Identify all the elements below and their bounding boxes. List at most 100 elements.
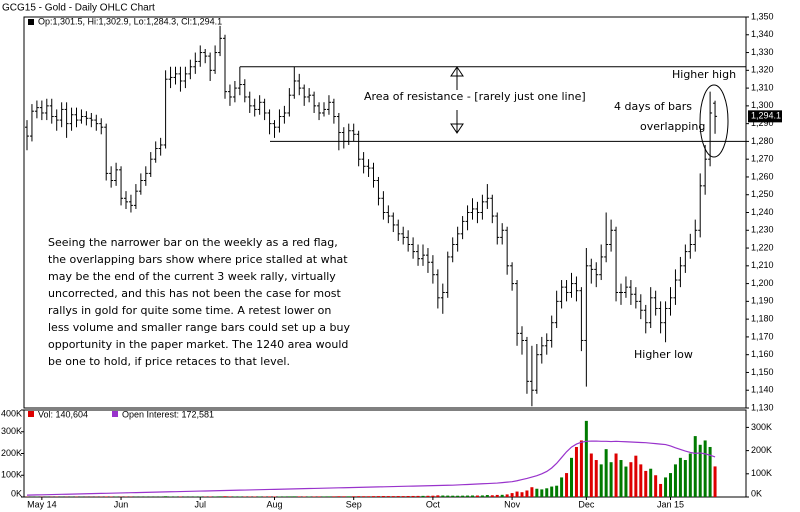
y-tick-label: 1,220 (751, 242, 774, 252)
volume-bar (485, 495, 489, 497)
x-tick-label: Sep (346, 499, 362, 509)
x-tick-label: Jul (194, 499, 206, 509)
volume-bar (268, 496, 272, 497)
volume-bar (560, 477, 564, 497)
volume-bar (332, 496, 336, 497)
y-tick-label: 1,150 (751, 367, 774, 377)
volume-bar (624, 466, 628, 497)
arrow-head (450, 66, 464, 77)
y-tick-label: 1,270 (751, 154, 774, 164)
volume-bar (391, 496, 395, 497)
legend-swatch (28, 411, 34, 417)
volume-bar (406, 495, 410, 497)
x-tick-label: Dec (578, 499, 595, 509)
volume-bar (713, 466, 717, 497)
volume-bar (104, 496, 108, 497)
y-tick-label: 1,290 (751, 118, 774, 128)
volume-bar (510, 493, 514, 497)
annotation: Area of resistance - [rarely just one li… (364, 90, 586, 103)
volume-bar (688, 453, 692, 497)
volume-bar (515, 491, 519, 497)
volume-bar (703, 440, 707, 497)
volume-bar (565, 473, 569, 497)
volume-bar (302, 496, 306, 497)
volume-bar (520, 492, 524, 497)
x-tick-label: Nov (504, 499, 521, 509)
volume-bar (411, 495, 415, 497)
volume-bar (228, 496, 232, 497)
y-tick-label: 100K (1, 470, 22, 480)
volume-bar (634, 455, 638, 497)
volume-bar (584, 420, 588, 497)
volume-bar (317, 496, 321, 497)
volume-bar (347, 496, 351, 497)
y-tick-label: 1,350 (751, 11, 774, 21)
y-tick-label: 300K (1, 426, 22, 436)
volume-bar (500, 494, 504, 497)
volume-bar (555, 485, 559, 497)
volume-bar (292, 496, 296, 497)
y2-tick-label: 300K (751, 422, 772, 432)
volume-bar (238, 496, 242, 497)
volume-bar (599, 464, 603, 497)
volume-bar (550, 486, 554, 497)
legend-swatch (28, 19, 34, 25)
volume-bar (535, 488, 539, 497)
volume-bar (525, 490, 529, 497)
volume-bar (495, 494, 499, 497)
legend-label: Vol: 140,604 (38, 409, 88, 419)
y-tick-label: 1,140 (751, 385, 774, 395)
volume-bar (619, 460, 623, 497)
volume-bar (372, 496, 375, 497)
annotation: Higher low (634, 348, 693, 361)
volume-bar (673, 464, 677, 497)
annotation: 4 days of bars (614, 100, 692, 113)
volume-bar (421, 495, 425, 497)
legend-swatch (112, 411, 118, 417)
volume-bar (381, 496, 385, 497)
legend-label: Open Interest: 172,581 (122, 409, 214, 419)
volume-bar (342, 496, 346, 497)
volume-bar (218, 496, 222, 497)
volume-bar (416, 495, 420, 497)
volume-bar (505, 494, 509, 497)
chart-title: GCG15 - Gold - Daily OHLC Chart (2, 3, 155, 14)
volume-bar (659, 483, 663, 497)
y-tick-label: 1,330 (751, 47, 774, 57)
volume-bar (629, 462, 633, 497)
y-tick-label: 0K (11, 488, 22, 498)
highlight-ellipse (699, 84, 729, 158)
y-tick-label: 400K (1, 408, 22, 418)
y-tick-label: 1,250 (751, 189, 774, 199)
volume-bar (297, 496, 301, 497)
commentary-line: be one to hold, if price retaces to that… (48, 355, 290, 368)
commentary-line: the overlapping bars show where price st… (48, 253, 348, 266)
volume-bar (322, 496, 326, 497)
volume-bar (654, 475, 658, 497)
volume-bar (594, 460, 598, 497)
y-tick-label: 1,190 (751, 296, 774, 306)
volume-bar (639, 464, 643, 497)
volume-bar (490, 495, 494, 497)
x-tick-label: Aug (266, 499, 282, 509)
y-tick-label: 1,280 (751, 136, 774, 146)
volume-bar (376, 496, 380, 497)
last-price-box (748, 110, 782, 123)
volume-bar (352, 496, 356, 497)
y-tick-label: 1,230 (751, 225, 774, 235)
volume-bar (451, 495, 455, 497)
volume-bar (589, 453, 593, 497)
volume-bar (223, 496, 227, 497)
y-tick-label: 1,240 (751, 207, 774, 217)
volume-bar (426, 495, 430, 497)
y-tick-label: 200K (1, 448, 22, 458)
volume-bar (693, 436, 697, 497)
commentary-line: rallys in gold for quite some time. A re… (48, 304, 331, 317)
volume-bar (312, 496, 316, 497)
commentary-line: Seeing the narrower bar on the weekly as… (48, 236, 338, 249)
volume-bar (540, 489, 544, 497)
volume-bar (164, 496, 168, 497)
volume-bar (698, 444, 702, 497)
x-tick-label: Oct (426, 499, 441, 509)
commentary-line: less volume and smaller range bars could… (48, 321, 350, 334)
